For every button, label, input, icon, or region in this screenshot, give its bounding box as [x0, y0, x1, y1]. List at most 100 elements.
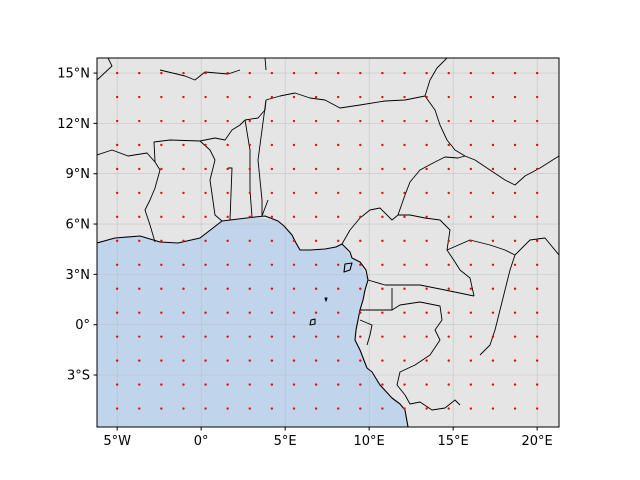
grid-point	[469, 167, 473, 171]
grid-point	[270, 215, 274, 219]
grid-point	[138, 71, 141, 75]
grid-point	[425, 71, 428, 75]
grid-point	[403, 95, 406, 99]
grid-point	[337, 311, 340, 314]
grid-point	[337, 239, 340, 243]
grid-point	[403, 167, 406, 171]
grid-point	[292, 95, 296, 99]
grid-point	[359, 215, 362, 219]
grid-point	[160, 191, 163, 195]
grid-point	[138, 287, 141, 290]
grid-point	[204, 335, 207, 338]
grid-point	[270, 191, 274, 195]
grid-point	[115, 311, 119, 314]
grid-point	[226, 167, 229, 171]
grid-point	[248, 359, 251, 362]
grid-point	[204, 191, 207, 195]
grid-point	[314, 311, 318, 314]
grid-point	[469, 239, 473, 243]
grid-point	[535, 287, 539, 290]
grid-point	[115, 263, 119, 266]
island-bioko	[343, 262, 353, 273]
grid-point	[226, 287, 229, 290]
grid-point	[182, 119, 185, 123]
grid-point	[491, 143, 495, 147]
grid-point	[535, 119, 539, 123]
grid-point	[226, 359, 229, 362]
grid-point	[182, 311, 185, 314]
grid-point	[337, 71, 340, 75]
grid-point	[204, 263, 207, 266]
y-tick-label: 9°N	[66, 167, 91, 182]
grid-point	[447, 407, 450, 410]
grid-point	[337, 95, 340, 99]
grid-point	[248, 95, 251, 99]
grid-point	[204, 215, 207, 219]
grid-point	[270, 119, 274, 123]
ocean-area	[97, 217, 408, 427]
grid-point	[204, 407, 207, 410]
grid-point	[491, 359, 495, 362]
grid-point	[469, 95, 473, 99]
grid-point	[115, 383, 119, 386]
grid-point	[270, 167, 274, 171]
grid-point	[292, 311, 296, 314]
grid-point	[381, 191, 384, 195]
grid-point	[314, 287, 318, 290]
island-principe	[324, 297, 328, 302]
grid-point	[226, 119, 229, 123]
grid-point	[535, 191, 539, 195]
grid-point	[359, 263, 362, 266]
grid-point	[226, 263, 229, 266]
grid-point	[314, 71, 318, 75]
grid-point	[425, 335, 428, 338]
grid-point	[469, 143, 473, 147]
grid-point	[535, 95, 539, 99]
grid-point	[513, 95, 517, 99]
grid-point	[226, 191, 229, 195]
grid-point	[381, 167, 384, 171]
grid-point	[115, 191, 119, 195]
grid-point	[182, 143, 185, 147]
grid-point	[160, 215, 163, 219]
grid-point	[314, 383, 318, 386]
grid-point	[115, 143, 119, 147]
grid-point	[469, 407, 473, 410]
grid-point	[359, 191, 362, 195]
grid-point	[447, 383, 450, 386]
grid-point	[182, 359, 185, 362]
grid-point	[226, 383, 229, 386]
grid-point	[160, 359, 163, 362]
y-tick-label: 15°N	[57, 67, 90, 82]
grid-point	[403, 71, 406, 75]
grid-point	[314, 119, 318, 123]
grid-point	[425, 407, 428, 410]
grid-point	[226, 143, 229, 147]
grid-point	[248, 407, 251, 410]
grid-point	[359, 95, 362, 99]
grid-point	[204, 119, 207, 123]
y-tick-label: 6°N	[66, 218, 91, 233]
y-tick-label: 3°N	[66, 268, 91, 283]
grid-point	[182, 191, 185, 195]
grid-point	[425, 191, 428, 195]
grid-point	[425, 263, 428, 266]
grid-point	[513, 311, 517, 314]
grid-point	[381, 95, 384, 99]
grid-point	[469, 263, 473, 266]
grid-point	[535, 239, 539, 243]
grid-point	[292, 407, 296, 410]
grid-point	[292, 143, 296, 147]
grid-point	[337, 383, 340, 386]
grid-point	[337, 407, 340, 410]
grid-point	[535, 335, 539, 338]
x-tick-label: 5°W	[103, 434, 131, 449]
grid-point	[381, 263, 384, 266]
grid-point	[182, 71, 185, 75]
grid-point	[248, 215, 251, 219]
grid-point	[160, 383, 163, 386]
grid-point	[292, 335, 296, 338]
grid-point	[160, 407, 163, 410]
grid-point	[491, 287, 495, 290]
grid-point	[226, 335, 229, 338]
